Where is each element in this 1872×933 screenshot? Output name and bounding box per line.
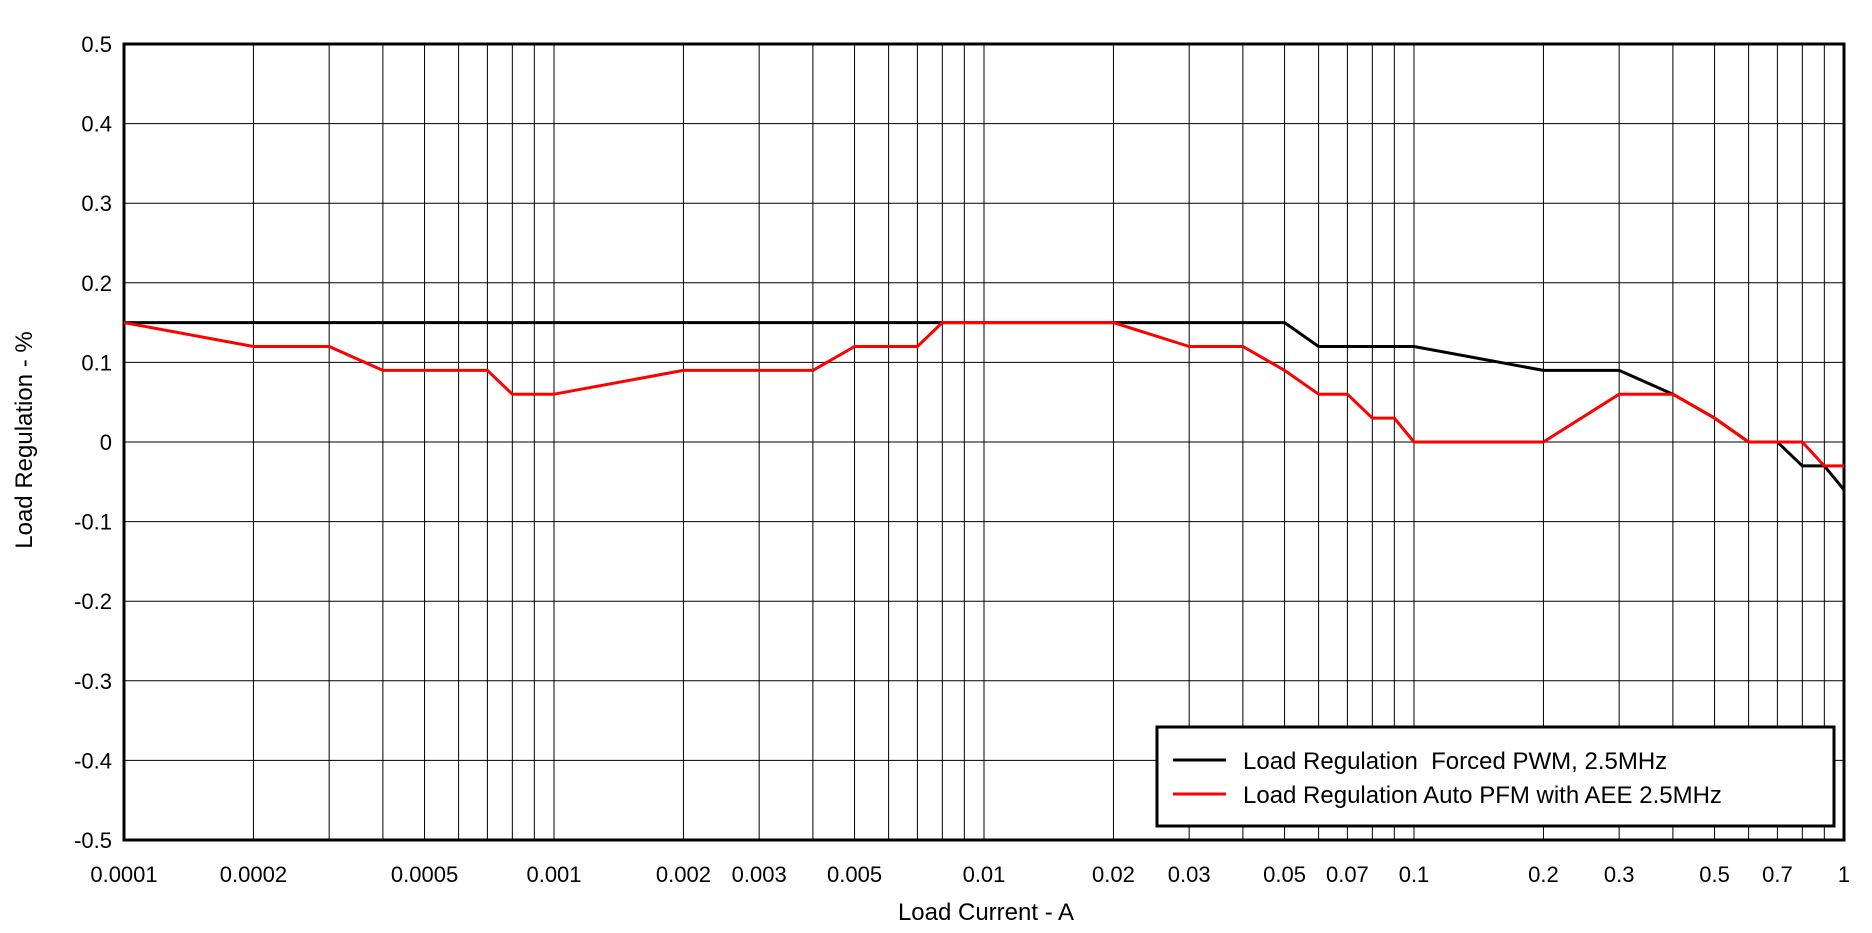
y-tick-label: 0 (100, 430, 112, 455)
x-tick-label: 0.3 (1604, 862, 1635, 887)
y-tick-label: 0.4 (81, 112, 112, 137)
x-axis-title: Load Current - A (898, 899, 1074, 926)
x-tick-label: 0.005 (827, 862, 882, 887)
x-tick-label: 0.5 (1699, 862, 1730, 887)
legend: Load Regulation Forced PWM, 2.5MHz Load … (1155, 725, 1836, 828)
x-tick-label: 0.02 (1092, 862, 1135, 887)
y-tick-label: 0.1 (81, 350, 112, 375)
legend-box (1155, 725, 1836, 828)
x-tick-label: 0.2 (1528, 862, 1559, 887)
y-tick-label: 0.2 (81, 271, 112, 296)
series-line-auto-pfm (123, 321, 1844, 468)
y-tick-label: -0.5 (74, 828, 112, 853)
x-tick-label: 1 (1838, 862, 1850, 887)
y-tick-label: -0.3 (74, 669, 112, 694)
y-tick-labels: 0.5 0.4 0.3 0.2 0.1 0 -0.1 -0.2 -0.3 -0.4 -0.5 (74, 32, 112, 853)
x-tick-label: 0.003 (732, 862, 787, 887)
x-tick-label: 0.05 (1263, 862, 1306, 887)
x-tick-label: 0.0001 (90, 862, 157, 887)
x-tick-label: 0.1 (1399, 862, 1430, 887)
series-layer (123, 321, 1846, 491)
x-tick-labels: 0.0001 0.0002 0.0005 0.001 0.002 0.003 0.005 0.… (90, 862, 1850, 887)
y-tick-label: 0.5 (81, 32, 112, 57)
x-tick-label: 0.01 (963, 862, 1006, 887)
y-tick-label: 0.3 (81, 191, 112, 216)
x-tick-label: 0.001 (526, 862, 581, 887)
y-tick-label: -0.4 (74, 748, 112, 773)
y-grid-lines (124, 123, 1844, 761)
plot-frame (122, 42, 1846, 842)
y-axis-title: Load Regulation - % (11, 331, 38, 548)
x-tick-label: 0.0002 (220, 862, 287, 887)
legend-label-auto-pfm: Load Regulation Auto PFM with AEE 2.5MHz (1243, 782, 1722, 809)
legend-label-forced-pwm: Load Regulation Forced PWM, 2.5MHz (1243, 748, 1667, 775)
x-tick-label: 0.07 (1326, 862, 1369, 887)
x-tick-label: 0.0005 (391, 862, 458, 887)
x-tick-label: 0.002 (656, 862, 711, 887)
x-tick-label: 0.03 (1168, 862, 1211, 887)
y-tick-label: -0.1 (74, 510, 112, 535)
x-tick-label: 0.7 (1762, 862, 1793, 887)
y-tick-label: -0.2 (74, 589, 112, 614)
